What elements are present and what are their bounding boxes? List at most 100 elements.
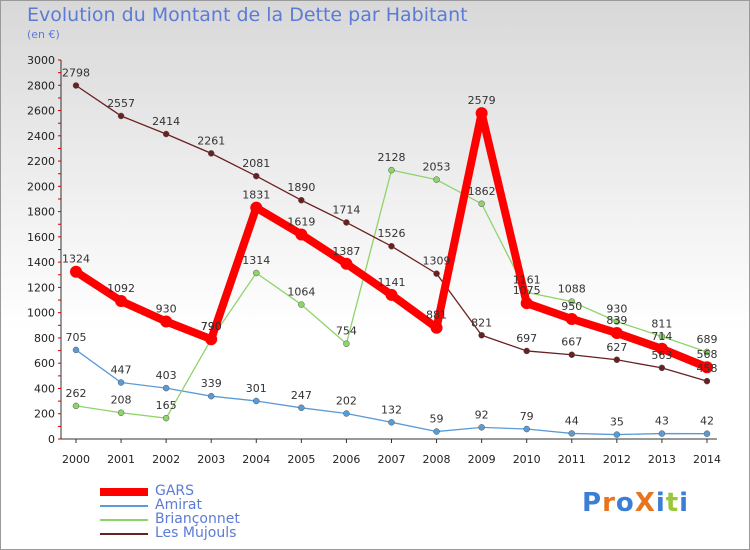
data-label-amirat: 403 xyxy=(156,369,177,382)
data-point-amirat xyxy=(388,419,395,426)
data-point-brian-onnet xyxy=(298,301,305,308)
data-point-amirat xyxy=(478,424,485,431)
x-tick-label: 2008 xyxy=(423,453,451,466)
data-label-amirat: 705 xyxy=(66,331,87,344)
y-tick-label: 0 xyxy=(48,433,55,446)
legend-item: Briançonnet xyxy=(100,511,300,527)
x-tick-label: 2011 xyxy=(558,453,586,466)
data-point-gars xyxy=(160,315,173,328)
data-point-les-mujouls xyxy=(478,332,485,339)
data-point-amirat xyxy=(658,430,666,437)
data-label-les-mujouls: 697 xyxy=(516,332,537,345)
data-point-amirat xyxy=(253,397,260,405)
data-label-amirat: 132 xyxy=(381,403,402,416)
x-tick-label: 2010 xyxy=(513,453,541,466)
data-point-brian-onnet xyxy=(433,176,440,183)
data-label-les-mujouls: 1309 xyxy=(423,255,451,268)
data-point-les-mujouls xyxy=(162,130,170,138)
data-point-brian-onnet xyxy=(703,348,711,356)
data-point-les-mujouls xyxy=(388,242,395,250)
data-label-gars: 2579 xyxy=(468,94,496,107)
data-point-gars xyxy=(520,297,533,310)
data-point-les-mujouls xyxy=(568,351,576,358)
data-label-amirat: 42 xyxy=(700,415,714,428)
data-point-brian-onnet xyxy=(117,409,125,416)
data-label-les-mujouls: 2798 xyxy=(62,67,90,80)
x-tick-label: 2009 xyxy=(468,453,496,466)
data-point-gars xyxy=(655,342,668,355)
x-tick-label: 2007 xyxy=(377,453,405,466)
legend-swatch xyxy=(100,519,148,521)
data-label-amirat: 301 xyxy=(246,382,267,395)
data-label-amirat: 43 xyxy=(655,415,669,428)
x-tick-label: 2006 xyxy=(332,453,360,466)
proxiti-logo: ProXiti xyxy=(582,488,690,518)
data-point-gars xyxy=(70,265,82,278)
data-label-les-mujouls: 563 xyxy=(651,349,672,362)
x-tick-label: 2001 xyxy=(107,453,135,466)
data-point-amirat xyxy=(162,384,170,392)
y-tick-label: 1800 xyxy=(27,206,55,219)
y-tick-label: 1200 xyxy=(27,281,55,294)
data-point-amirat xyxy=(72,346,80,354)
y-tick-label: 1600 xyxy=(27,231,55,244)
data-point-brian-onnet xyxy=(162,414,170,422)
data-label-brian-onnet: 165 xyxy=(156,399,177,412)
legend-label: GARS xyxy=(155,483,195,499)
x-tick-label: 2012 xyxy=(603,453,631,466)
data-label-les-mujouls: 627 xyxy=(606,341,627,354)
data-label-brian-onnet: 1862 xyxy=(468,185,496,198)
data-label-les-mujouls: 2557 xyxy=(107,97,135,110)
legend-label: Les Mujouls xyxy=(155,525,237,541)
data-point-les-mujouls xyxy=(433,270,440,277)
data-point-brian-onnet xyxy=(658,333,666,340)
data-label-amirat: 79 xyxy=(520,410,534,423)
chart-title: Evolution du Montant de la Dette par Hab… xyxy=(27,4,468,26)
x-tick-label: 2013 xyxy=(648,453,676,466)
data-point-les-mujouls xyxy=(523,347,530,355)
data-point-gars xyxy=(295,228,308,241)
data-point-brian-onnet xyxy=(388,166,395,174)
data-label-amirat: 35 xyxy=(610,416,624,429)
data-label-amirat: 44 xyxy=(565,414,579,427)
data-label-brian-onnet: 689 xyxy=(696,333,717,346)
data-label-brian-onnet: 930 xyxy=(606,303,627,316)
y-tick-label: 800 xyxy=(34,332,55,345)
data-label-les-mujouls: 1714 xyxy=(332,203,360,216)
y-tick-label: 2600 xyxy=(27,105,55,118)
y-tick-label: 400 xyxy=(34,382,55,395)
data-label-brian-onnet: 1088 xyxy=(558,283,586,296)
data-label-brian-onnet: 1064 xyxy=(287,286,315,299)
legend-item: GARS xyxy=(100,483,300,499)
y-tick-label: 2400 xyxy=(27,130,55,143)
data-point-gars xyxy=(610,327,623,340)
data-label-brian-onnet: 208 xyxy=(111,394,132,407)
data-point-gars xyxy=(340,257,353,270)
data-label-les-mujouls: 1890 xyxy=(287,181,315,194)
data-point-gars xyxy=(250,201,263,214)
x-tick-label: 2004 xyxy=(242,453,270,466)
data-label-les-mujouls: 1526 xyxy=(377,227,405,240)
data-point-gars xyxy=(115,295,128,308)
data-point-les-mujouls xyxy=(253,172,260,180)
data-label-les-mujouls: 458 xyxy=(696,362,717,375)
data-point-brian-onnet xyxy=(478,200,485,208)
data-point-gars xyxy=(475,107,488,120)
y-tick-label: 2200 xyxy=(27,155,55,168)
data-point-les-mujouls xyxy=(613,356,621,364)
data-point-gars xyxy=(385,288,398,301)
data-point-brian-onnet xyxy=(343,340,350,347)
chart-subtitle: (en €) xyxy=(27,28,60,41)
y-tick-label: 1000 xyxy=(27,307,55,320)
data-label-gars: 790 xyxy=(201,320,222,333)
data-point-amirat xyxy=(433,428,440,435)
x-tick-label: 2014 xyxy=(693,453,721,466)
data-point-les-mujouls xyxy=(658,364,666,372)
data-label-les-mujouls: 2414 xyxy=(152,115,180,128)
data-point-brian-onnet xyxy=(253,269,260,277)
legend-swatch xyxy=(100,533,148,535)
data-label-gars: 930 xyxy=(156,303,177,316)
data-point-gars xyxy=(430,321,443,334)
